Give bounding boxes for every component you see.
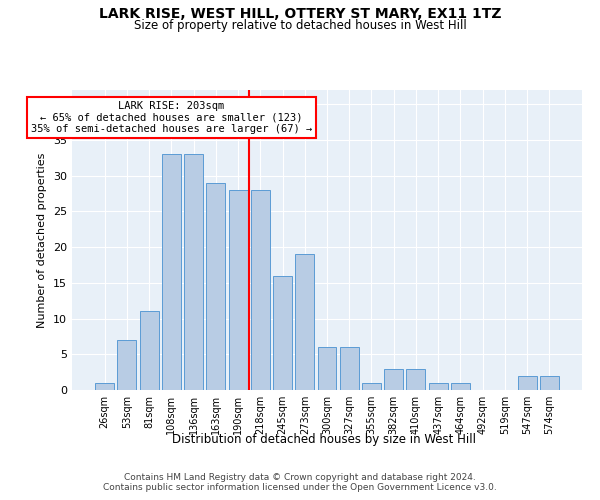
Bar [162,154,181,390]
Bar [429,383,448,390]
Bar [362,383,381,390]
Y-axis label: Number of detached properties: Number of detached properties [37,152,47,328]
Bar [118,340,136,390]
Bar [540,376,559,390]
Bar [229,190,248,390]
Bar [317,347,337,390]
Text: LARK RISE: 203sqm
← 65% of detached houses are smaller (123)
35% of semi-detache: LARK RISE: 203sqm ← 65% of detached hous… [31,100,312,134]
Bar [451,383,470,390]
Bar [251,190,270,390]
Bar [295,254,314,390]
Text: Size of property relative to detached houses in West Hill: Size of property relative to detached ho… [134,19,466,32]
Bar [140,312,158,390]
Bar [518,376,536,390]
Bar [184,154,203,390]
Text: Contains HM Land Registry data © Crown copyright and database right 2024.: Contains HM Land Registry data © Crown c… [124,472,476,482]
Bar [384,368,403,390]
Bar [95,383,114,390]
Bar [340,347,359,390]
Text: Distribution of detached houses by size in West Hill: Distribution of detached houses by size … [172,432,476,446]
Text: Contains public sector information licensed under the Open Government Licence v3: Contains public sector information licen… [103,482,497,492]
Bar [406,368,425,390]
Bar [273,276,292,390]
Text: LARK RISE, WEST HILL, OTTERY ST MARY, EX11 1TZ: LARK RISE, WEST HILL, OTTERY ST MARY, EX… [99,8,501,22]
Bar [206,183,225,390]
